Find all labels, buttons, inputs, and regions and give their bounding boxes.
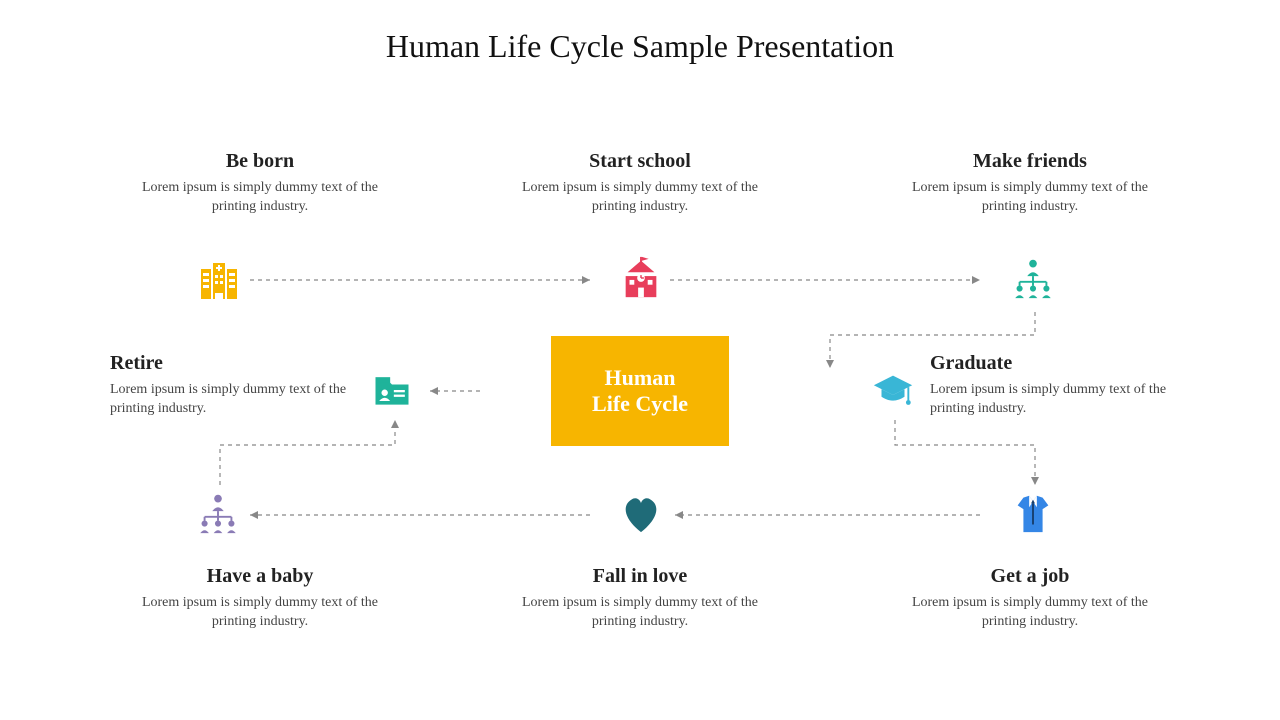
node-school-title: Start school [510,150,770,173]
node-job: Get a job Lorem ipsum is simply dummy tex… [900,565,1160,632]
node-born: Be born Lorem ipsum is simply dummy text … [130,150,390,217]
node-graduate-desc: Lorem ipsum is simply dummy text of the … [930,381,1170,419]
node-baby-title: Have a baby [130,565,390,588]
hospital-icon [195,255,243,303]
slide: Human Life Cycle Sample Presentation Hum… [0,0,1280,720]
node-job-title: Get a job [900,565,1160,588]
node-friends-desc: Lorem ipsum is simply dummy text of the … [900,179,1160,217]
node-job-desc: Lorem ipsum is simply dummy text of the … [900,594,1160,632]
people-tree-icon [1010,255,1056,301]
folder-id-icon [370,368,414,412]
node-friends-title: Make friends [900,150,1160,173]
node-school-desc: Lorem ipsum is simply dummy text of the … [510,179,770,217]
node-baby: Have a baby Lorem ipsum is simply dummy t… [130,565,390,632]
node-retire-title: Retire [110,352,350,375]
node-school: Start school Lorem ipsum is simply dummy … [510,150,770,217]
school-icon [618,255,664,301]
shirt-icon [1010,490,1056,536]
grad-cap-icon [870,368,916,414]
node-graduate: Graduate Lorem ipsum is simply dummy text… [930,352,1170,419]
node-baby-desc: Lorem ipsum is simply dummy text of the … [130,594,390,632]
node-graduate-title: Graduate [930,352,1170,375]
node-born-title: Be born [130,150,390,173]
node-friends: Make friends Lorem ipsum is simply dummy … [900,150,1160,217]
node-love-title: Fall in love [510,565,770,588]
center-label-2: Life Cycle [592,391,688,417]
node-love: Fall in love Lorem ipsum is simply dummy … [510,565,770,632]
center-box: Human Life Cycle [551,336,729,446]
node-retire: Retire Lorem ipsum is simply dummy text o… [110,352,350,419]
center-label-1: Human [592,365,688,391]
slide-title: Human Life Cycle Sample Presentation [0,28,1280,65]
heart-icon [618,490,664,536]
node-retire-desc: Lorem ipsum is simply dummy text of the … [110,381,350,419]
people-tree-icon [195,490,241,536]
node-born-desc: Lorem ipsum is simply dummy text of the … [130,179,390,217]
node-love-desc: Lorem ipsum is simply dummy text of the … [510,594,770,632]
